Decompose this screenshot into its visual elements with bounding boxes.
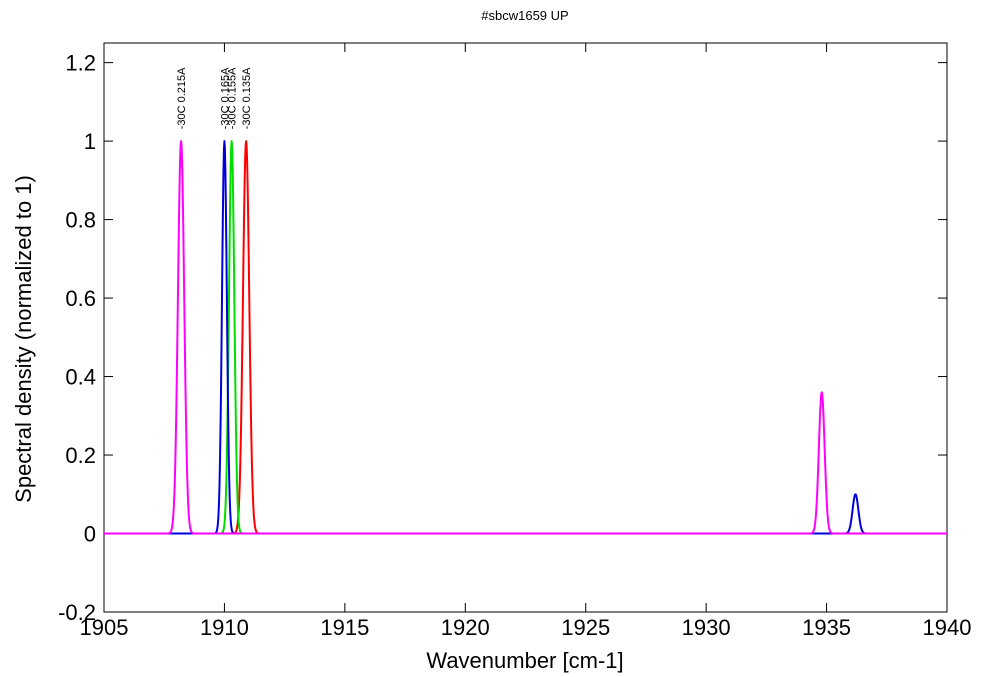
x-tick-label: 1920 [441,615,490,640]
series-line [103,140,948,535]
x-tick-label: 1910 [200,615,249,640]
x-tick-label: 1930 [682,615,731,640]
peak-label: -30C 0.165A [219,67,231,129]
plot-frame [103,42,948,613]
y-tick-label: 1 [84,129,96,154]
chart-title: #sbcw1659 UP [481,8,568,23]
x-tick-label: 1905 [80,615,129,640]
x-axis-label: Wavenumber [cm-1] [426,648,623,673]
y-tick-label: -0.2 [58,600,96,625]
y-tick-label: 0 [84,522,96,547]
plot-area: 1905 1910 1915 1920 1925 1930 1935 1940 -0.2 0 0.2… [58,42,972,640]
x-tick-label: 1940 [923,615,972,640]
peak-label: -30C 0.135A [241,67,253,129]
y-tick-label: 0.2 [65,443,96,468]
y-tick-label: 1.2 [65,51,96,76]
x-tick-label: 1925 [561,615,610,640]
peak-label: -30C 0.215A [176,67,188,129]
series-line [103,140,948,535]
y-tick-label: 0.8 [65,208,96,233]
y-tick-label: 0.4 [65,365,96,390]
x-tick-label: 1915 [320,615,369,640]
peak-label: -30C 0.155A [227,67,239,129]
x-tick-label: 1935 [802,615,851,640]
y-tick-label: 0.6 [65,286,96,311]
y-axis-label: Spectral density (normalized to 1) [11,175,36,503]
